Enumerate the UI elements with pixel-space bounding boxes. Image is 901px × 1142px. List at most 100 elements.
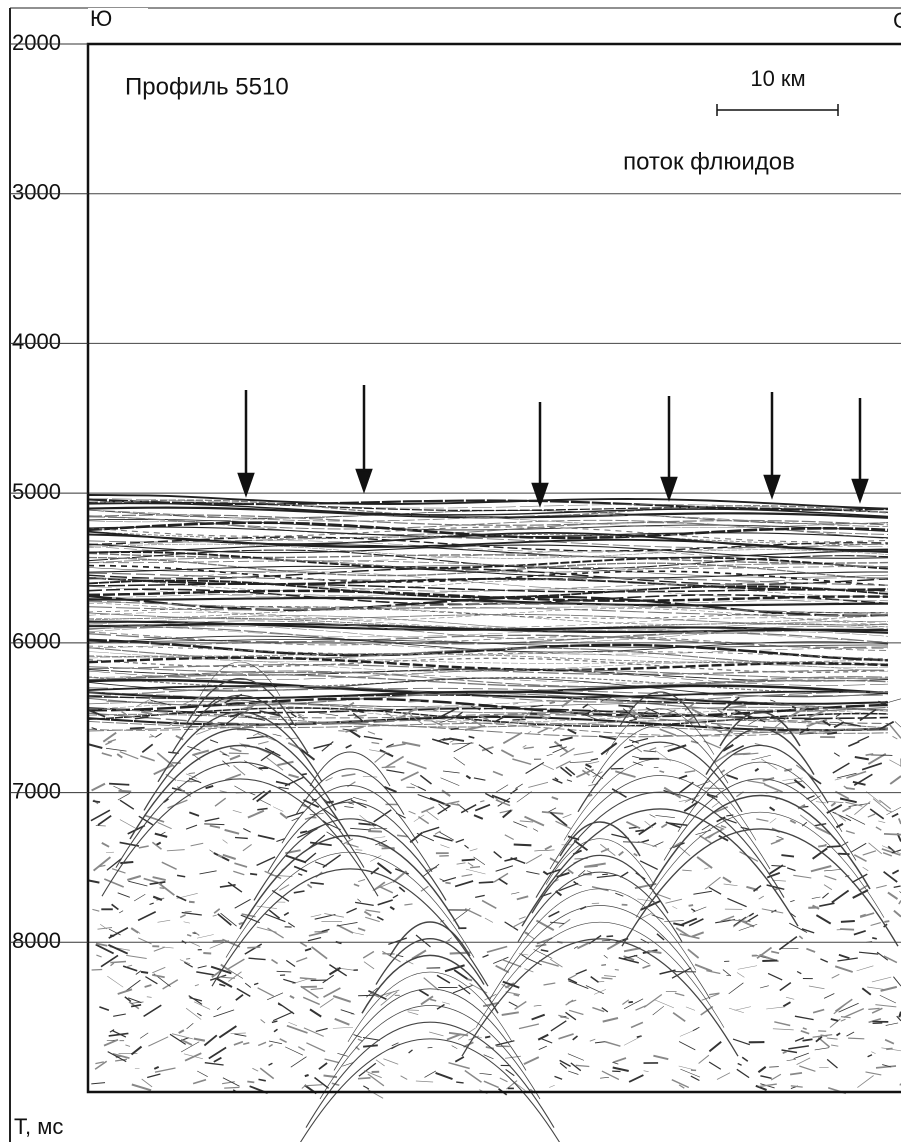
noise-stroke [700,1005,714,1016]
noise-stroke [619,871,629,878]
noise-stroke [169,719,178,726]
noise-stroke [819,902,835,908]
noise-stroke [247,809,265,819]
noise-stroke [345,725,364,733]
noise-stroke [585,763,592,769]
noise-stroke [691,708,707,717]
noise-stroke [586,870,592,873]
noise-stroke [789,1072,803,1076]
noise-stroke [273,1028,278,1033]
noise-stroke [314,861,327,867]
noise-stroke [92,908,100,912]
noise-stroke [203,1034,218,1047]
noise-stroke [558,1014,570,1020]
noise-stroke [622,999,630,1005]
noise-stroke [131,1083,152,1092]
noise-stroke [193,1037,206,1042]
noise-stroke [732,1038,750,1046]
noise-stroke [502,980,520,989]
noise-stroke [157,821,172,830]
noise-stroke [548,807,557,813]
noise-stroke [875,1004,897,1008]
noise-stroke [513,821,528,828]
noise-stroke [699,834,712,844]
noise-stroke [568,1070,579,1075]
noise-stroke [153,946,165,952]
noise-stroke [683,712,700,725]
noise-stroke [353,1034,362,1038]
noise-stroke [183,921,190,924]
noise-stroke [95,1061,104,1065]
noise-stroke [885,1022,899,1026]
noise-stroke [549,700,556,705]
noise-stroke [671,967,692,979]
noise-stroke [888,698,901,703]
noise-stroke [347,781,356,788]
noise-stroke [465,774,472,780]
noise-stroke [549,1084,555,1088]
noise-stroke [779,981,792,992]
noise-stroke [481,746,494,752]
noise-stroke [372,881,393,891]
noise-stroke [344,806,354,808]
noise-stroke [678,781,694,794]
noise-stroke [578,870,586,877]
noise-stroke [111,868,126,874]
reflector [87,666,889,679]
noise-stroke [450,727,459,731]
reflector [87,514,889,526]
noise-stroke [845,801,863,807]
noise-stroke [532,828,539,832]
noise-stroke [419,774,432,785]
noise-stroke [502,809,512,819]
noise-stroke [484,917,494,923]
noise-stroke [728,1007,744,1013]
noise-stroke [157,882,175,896]
noise-stroke [643,993,663,1008]
noise-stroke [711,801,720,808]
noise-stroke [601,1070,620,1081]
noise-stroke [567,868,574,875]
label-backdrop [88,8,148,38]
noise-stroke [307,937,322,942]
noise-stroke [148,735,154,738]
noise-stroke [584,767,604,780]
noise-stroke [338,730,345,732]
noise-stroke [188,995,203,1005]
noise-stroke [363,1085,370,1090]
noise-stroke [355,849,363,851]
noise-stroke [737,965,758,970]
diffraction [101,778,379,897]
noise-stroke [688,904,694,907]
noise-stroke [256,856,276,867]
noise-stroke [122,965,138,972]
noise-stroke [523,1056,540,1066]
noise-stroke [690,908,696,912]
noise-stroke [838,1002,859,1013]
noise-stroke [91,1082,106,1085]
noise-stroke [128,997,142,1004]
noise-stroke [246,703,257,707]
noise-stroke [441,789,451,797]
diffraction [719,711,801,747]
noise-stroke [521,954,527,958]
noise-stroke [213,908,221,914]
noise-stroke [332,995,352,1003]
noise-stroke [161,861,177,870]
noise-stroke [560,766,573,777]
noise-stroke [626,820,641,830]
noise-stroke [492,770,504,777]
noise-stroke [832,762,850,774]
noise-stroke [358,822,377,827]
noise-stroke [692,1026,700,1032]
noise-stroke [455,838,465,844]
noise-stroke [208,1046,227,1060]
noise-stroke [340,1009,355,1015]
noise-stroke [358,879,366,883]
diffraction [475,922,725,1028]
noise-stroke [852,780,866,786]
noise-stroke [220,963,232,973]
noise-stroke [708,886,722,895]
noise-stroke [760,1075,772,1080]
diffraction [199,661,281,697]
